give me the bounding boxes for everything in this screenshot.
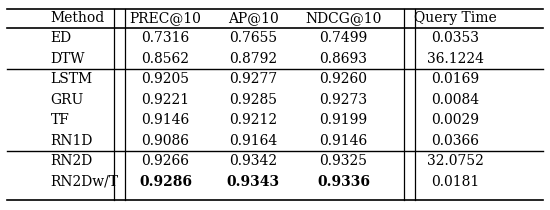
Text: AP@10: AP@10 [228,11,278,25]
Text: RN1D: RN1D [51,134,93,148]
Text: DTW: DTW [51,52,85,66]
Text: 0.9277: 0.9277 [229,72,277,86]
Text: 0.9266: 0.9266 [141,154,190,168]
Text: 0.0084: 0.0084 [432,93,480,107]
Text: 0.9273: 0.9273 [320,93,367,107]
Text: 0.9221: 0.9221 [141,93,190,107]
Text: 0.9212: 0.9212 [229,113,277,127]
Text: GRU: GRU [51,93,84,107]
Text: 32.0752: 32.0752 [427,154,484,168]
Text: 0.9285: 0.9285 [229,93,277,107]
Text: 0.9260: 0.9260 [320,72,367,86]
Text: NDCG@10: NDCG@10 [305,11,382,25]
Text: 0.9343: 0.9343 [227,175,279,189]
Text: 0.9336: 0.9336 [317,175,370,189]
Text: 0.7499: 0.7499 [320,31,367,45]
Text: 0.9164: 0.9164 [229,134,277,148]
Text: PREC@10: PREC@10 [130,11,201,25]
Text: 0.7655: 0.7655 [229,31,277,45]
Text: 0.0169: 0.0169 [432,72,480,86]
Text: 0.9205: 0.9205 [141,72,190,86]
Text: 0.9146: 0.9146 [320,134,367,148]
Text: 0.0181: 0.0181 [431,175,480,189]
Text: ED: ED [51,31,72,45]
Text: 0.9342: 0.9342 [229,154,277,168]
Text: 0.9086: 0.9086 [141,134,190,148]
Text: 0.0353: 0.0353 [432,31,480,45]
Text: Query Time: Query Time [414,11,497,25]
Text: 36.1224: 36.1224 [427,52,484,66]
Text: Method: Method [51,11,105,25]
Text: 0.8693: 0.8693 [320,52,367,66]
Text: TF: TF [51,113,69,127]
Text: 0.8562: 0.8562 [141,52,190,66]
Text: LSTM: LSTM [51,72,93,86]
Text: 0.0029: 0.0029 [432,113,480,127]
Text: RN2D: RN2D [51,154,93,168]
Text: 0.9286: 0.9286 [139,175,192,189]
Text: 0.8792: 0.8792 [229,52,277,66]
Text: 0.9325: 0.9325 [320,154,367,168]
Text: 0.9199: 0.9199 [320,113,367,127]
Text: 0.0366: 0.0366 [432,134,480,148]
Text: 0.7316: 0.7316 [141,31,190,45]
Text: 0.9146: 0.9146 [141,113,190,127]
Text: RN2Dw/T: RN2Dw/T [51,175,119,189]
